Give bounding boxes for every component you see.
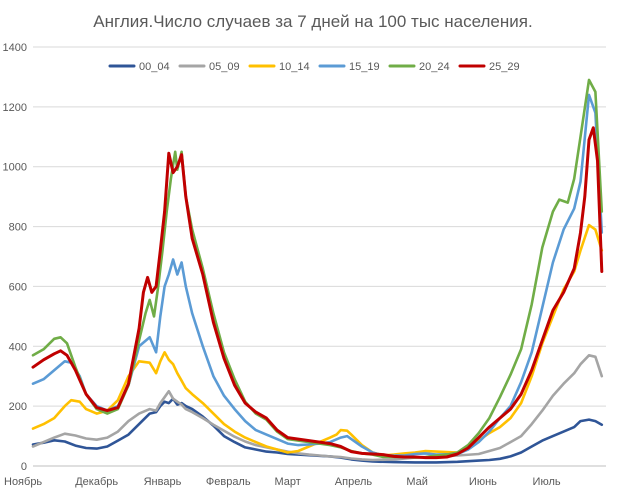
x-tick-label: Ноябрь (4, 476, 42, 488)
y-tick-label: 1200 (3, 102, 27, 114)
gridlines (33, 46, 606, 467)
x-tick-label: Январь (144, 476, 182, 488)
y-tick-label: 0 (21, 461, 27, 473)
x-tick-label: Май (406, 476, 428, 488)
y-tick-label: 800 (9, 222, 27, 234)
legend-label: 20_24 (419, 61, 450, 73)
series-line-25_29 (31, 126, 604, 460)
legend-label: 25_29 (489, 61, 520, 73)
legend: 00_04 05_09 10_14 15_19 20_24 25_29 (108, 61, 520, 73)
x-axis: Ноябрь Декабрь Январь Февраль Март Апрель Май И… (4, 465, 606, 488)
x-tick-label: Июль (533, 476, 561, 488)
y-tick-label: 1000 (3, 162, 27, 174)
series-lines (31, 78, 604, 464)
y-tick-label: 200 (9, 401, 27, 413)
x-tick-label: Март (275, 476, 301, 488)
x-tick-label: Декабрь (75, 476, 118, 488)
y-tick-label: 1400 (3, 42, 27, 54)
legend-label: 00_04 (139, 61, 170, 73)
y-tick-label: 600 (9, 281, 27, 293)
x-tick-label: Февраль (206, 476, 251, 488)
chart-title: Англия.Число случаев за 7 дней на 100 ты… (93, 12, 532, 31)
legend-label: 05_09 (209, 61, 240, 73)
series-line-00_04 (31, 397, 604, 464)
legend-label: 10_14 (279, 61, 310, 73)
legend-label: 15_19 (349, 61, 380, 73)
x-tick-label: Апрель (335, 476, 373, 488)
x-tick-label: Июнь (469, 476, 497, 488)
y-axis: 0 200 400 600 800 1000 1200 1400 (3, 42, 27, 473)
y-tick-label: 400 (9, 341, 27, 353)
